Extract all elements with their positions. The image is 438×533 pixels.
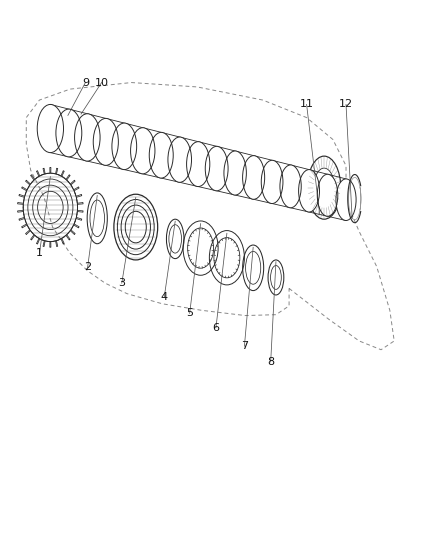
Ellipse shape — [243, 156, 265, 199]
Ellipse shape — [187, 142, 210, 187]
Text: 5: 5 — [186, 309, 193, 318]
Text: 3: 3 — [118, 278, 125, 288]
Ellipse shape — [205, 147, 228, 191]
Ellipse shape — [299, 169, 320, 212]
Ellipse shape — [280, 165, 301, 208]
Ellipse shape — [93, 118, 118, 165]
Ellipse shape — [224, 151, 246, 195]
Ellipse shape — [37, 104, 64, 152]
Text: 12: 12 — [339, 100, 353, 109]
Text: 10: 10 — [95, 77, 109, 87]
Text: 11: 11 — [300, 100, 314, 109]
Ellipse shape — [149, 132, 173, 178]
Ellipse shape — [56, 109, 82, 157]
Text: 9: 9 — [82, 77, 89, 87]
Ellipse shape — [336, 179, 356, 221]
Text: 2: 2 — [84, 262, 91, 272]
Ellipse shape — [261, 160, 283, 204]
Ellipse shape — [317, 174, 338, 216]
Ellipse shape — [168, 137, 191, 182]
Ellipse shape — [112, 123, 137, 169]
Ellipse shape — [74, 114, 100, 161]
Text: 1: 1 — [36, 248, 43, 259]
Text: 8: 8 — [267, 357, 274, 367]
Text: 6: 6 — [212, 323, 219, 333]
Text: 7: 7 — [241, 341, 248, 351]
Text: 4: 4 — [161, 292, 168, 302]
Ellipse shape — [131, 128, 155, 174]
